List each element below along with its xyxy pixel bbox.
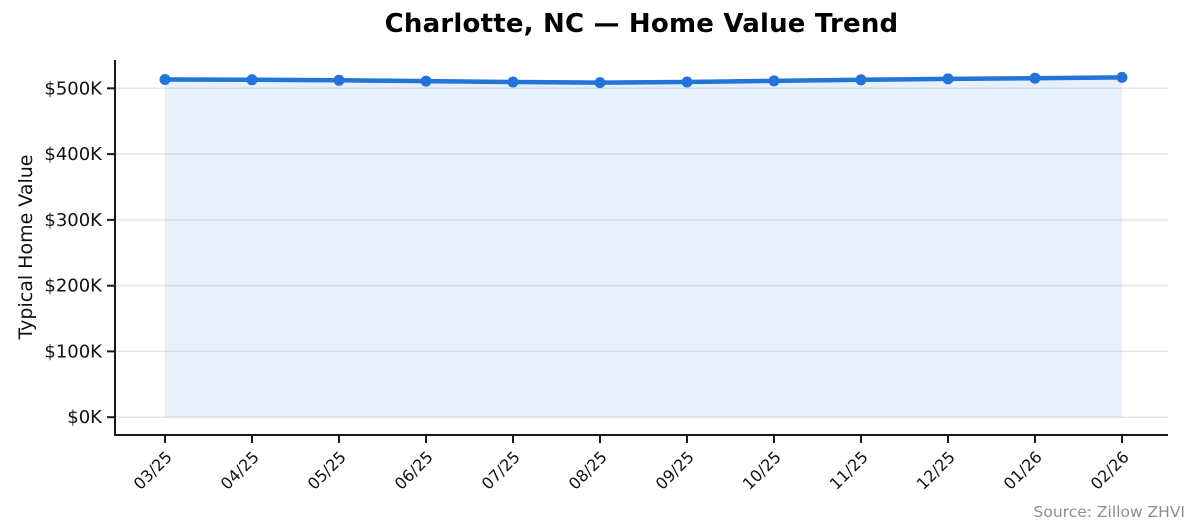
y-axis-title: Typical Home Value xyxy=(15,154,37,340)
x-tick-label: 06/25 xyxy=(391,447,437,493)
data-point-marker xyxy=(159,74,171,85)
trend-line xyxy=(162,75,1125,85)
x-tick-label: 03/25 xyxy=(130,447,176,493)
data-point-marker xyxy=(246,74,258,86)
data-point-marker xyxy=(855,74,867,86)
data-point-marker xyxy=(681,76,693,88)
y-tick-label: $400K xyxy=(44,144,103,165)
y-tick-label: $300K xyxy=(44,210,103,231)
y-tick-label: $200K xyxy=(44,276,103,297)
x-tick-label: 10/25 xyxy=(739,447,785,493)
data-point-marker xyxy=(507,76,519,88)
data-point-marker xyxy=(768,75,780,87)
x-tick-label: 11/25 xyxy=(826,447,872,493)
x-tick-label: 12/25 xyxy=(913,447,959,493)
x-tick-label: 02/26 xyxy=(1087,447,1133,493)
data-point-marker xyxy=(1029,72,1041,84)
x-tick-label: 08/25 xyxy=(565,447,611,493)
y-tick-label: $0K xyxy=(67,407,103,428)
source-caption: Source: Zillow ZHVI xyxy=(1033,503,1185,521)
data-point-marker xyxy=(1116,71,1128,83)
x-tick-label: 04/25 xyxy=(217,447,263,493)
area-fill xyxy=(165,77,1122,418)
y-tick-label: $500K xyxy=(44,78,103,99)
x-tick-label: 01/26 xyxy=(1000,447,1046,493)
x-tick-label: 07/25 xyxy=(478,447,524,493)
data-point-marker xyxy=(594,77,606,89)
x-tick-label: 05/25 xyxy=(304,447,350,493)
data-point-marker xyxy=(333,74,345,86)
data-point-marker xyxy=(420,75,432,87)
data-point-marker xyxy=(942,73,954,85)
x-tick-label: 09/25 xyxy=(652,447,698,493)
y-tick-label: $100K xyxy=(44,341,103,362)
chart-title: Charlotte, NC — Home Value Trend xyxy=(384,9,899,39)
